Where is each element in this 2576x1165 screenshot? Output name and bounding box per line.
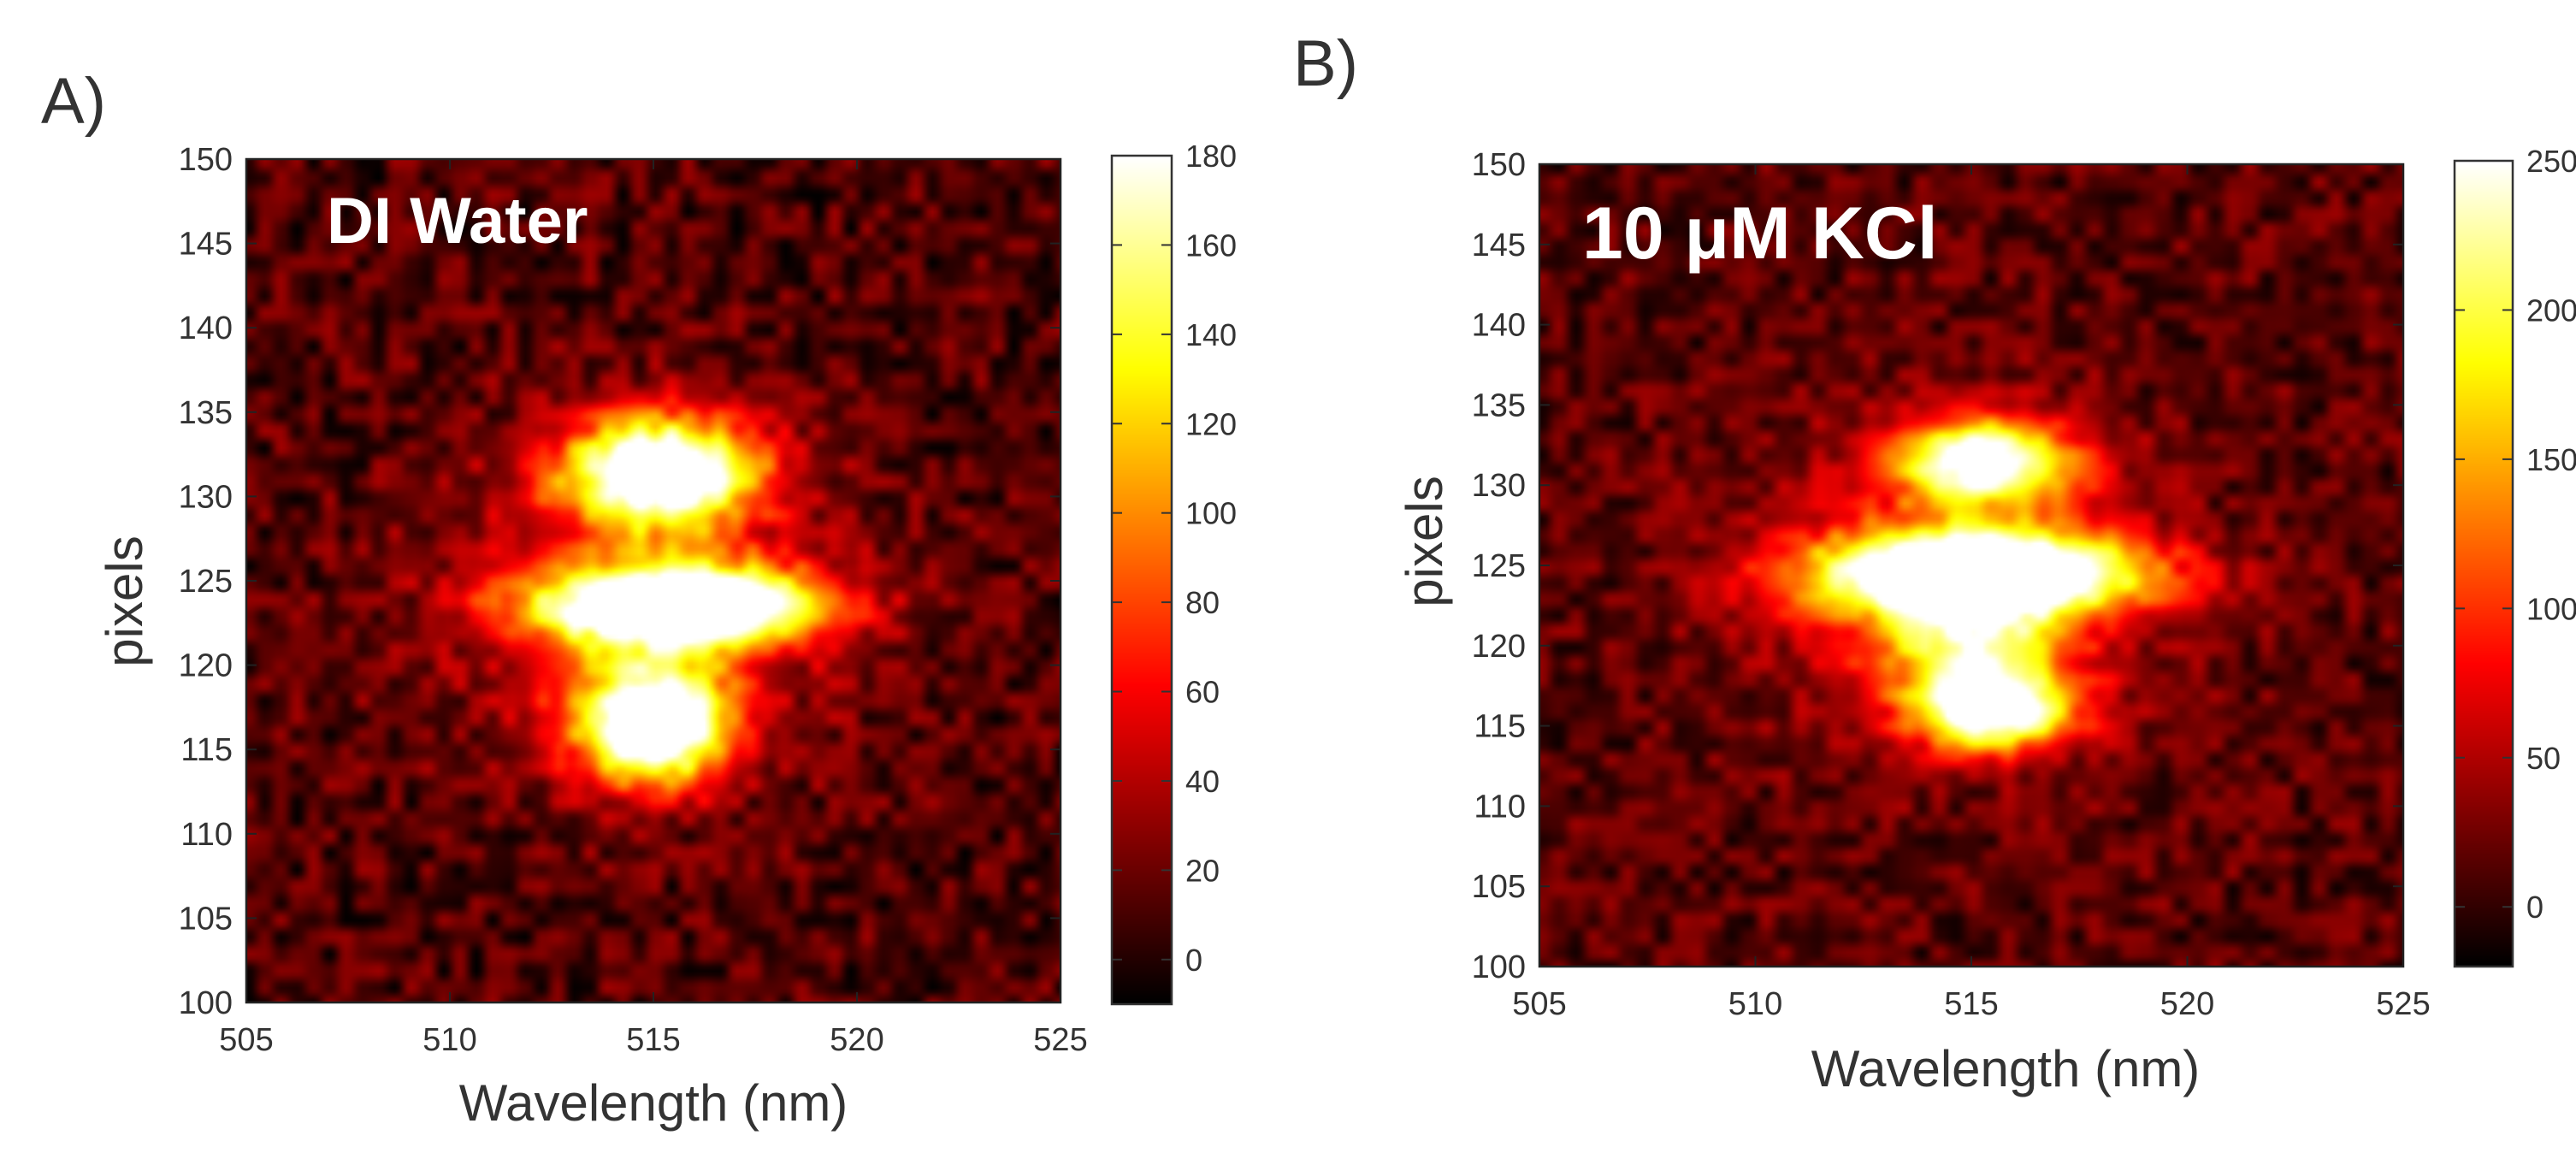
colorbar-tick-label: 140: [1185, 317, 1237, 352]
panel-b-y-axis-label: pixels: [1396, 476, 1453, 606]
y-tick-label: 130: [1472, 468, 1526, 504]
panel-a-y-axis-label: pixels: [96, 535, 153, 666]
x-tick-label: 520: [2160, 986, 2214, 1022]
y-tick-label: 115: [1474, 709, 1526, 745]
y-tick-label: 140: [1472, 308, 1526, 344]
panel-a-x-axis-label: Wavelength (nm): [459, 1074, 848, 1132]
colorbar-tick-label: 40: [1185, 764, 1220, 799]
colorbar-tick-label: 60: [1185, 675, 1220, 710]
x-tick-label: 515: [1944, 986, 1998, 1022]
panel-b-heatmap: [1539, 164, 2403, 967]
panel-b-label: B): [1293, 27, 1358, 100]
colorbar-tick-label: 100: [1185, 496, 1237, 531]
colorbar-tick-label: 0: [2526, 890, 2544, 925]
panel-a-annotation: DI Water: [327, 185, 588, 257]
x-tick-label: 515: [626, 1022, 680, 1058]
colorbar-tick-label: 250: [2526, 144, 2576, 179]
y-tick-label: 145: [1472, 228, 1526, 263]
panel-a-axes: 505 510 515 520 525 100 105 110 115 120 125 130 135 1…: [179, 142, 1088, 1058]
colorbar-tick-label: 20: [1185, 853, 1220, 888]
panel-b-axes: 505 510 515 520 525 100 105 110 115 120 125 130 135 1…: [1472, 147, 2431, 1022]
panel-b-annotation: 10 μM KCl: [1582, 192, 1938, 275]
panel-a-label: A): [41, 65, 106, 138]
panel-b-colorbar-frame: [2453, 159, 2514, 968]
y-tick-label: 145: [179, 227, 233, 263]
x-tick-label: 510: [1728, 986, 1782, 1022]
colorbar-tick-label: 150: [2526, 442, 2576, 477]
y-tick-label: 125: [179, 564, 233, 600]
y-tick-label: 115: [180, 732, 233, 768]
y-tick-label: 130: [179, 479, 233, 515]
colorbar-tick-label: 180: [1185, 139, 1237, 174]
x-tick-label: 525: [2376, 986, 2430, 1022]
y-tick-label: 110: [1474, 789, 1526, 825]
x-tick-label: 510: [422, 1022, 476, 1058]
y-tick-label: 100: [179, 985, 233, 1021]
x-tick-label: 505: [219, 1022, 273, 1058]
panel-b-colorbar-ticks: 0 50 100 150 200 250: [2455, 144, 2576, 925]
colorbar-tick-label: 80: [1185, 585, 1220, 620]
colorbar-tick-label: 50: [2526, 741, 2561, 776]
y-tick-label: 150: [179, 142, 233, 178]
panel-a: A) 505 510 515 520 525 100 105 110 115 120 125 130 1…: [41, 65, 1237, 1132]
y-tick-label: 105: [179, 901, 233, 937]
panel-a-colorbar-ticks: 0 20 40 60 80 100 120 140 160 180: [1112, 139, 1237, 978]
panel-a-colorbar-frame: [1110, 154, 1173, 1006]
colorbar-tick-label: 0: [1185, 943, 1202, 978]
y-tick-label: 100: [1472, 949, 1526, 985]
y-tick-label: 120: [1472, 629, 1526, 665]
y-tick-label: 135: [1472, 387, 1526, 423]
panel-a-heatmap: [246, 159, 1061, 1002]
y-tick-label: 125: [1472, 548, 1526, 584]
y-tick-label: 150: [1472, 147, 1526, 183]
y-tick-label: 135: [179, 395, 233, 431]
y-tick-label: 105: [1472, 869, 1526, 905]
colorbar-tick-label: 100: [2526, 591, 2576, 626]
colorbar-tick-label: 160: [1185, 228, 1237, 263]
y-tick-label: 140: [179, 310, 233, 346]
panel-b: B) 505 510 515 520 525 100 105 110 115 120 125 130 1…: [1293, 27, 2576, 1097]
x-tick-label: 520: [830, 1022, 883, 1058]
colorbar-tick-label: 120: [1185, 406, 1237, 441]
y-tick-label: 110: [180, 817, 233, 853]
panel-a-colorbar: [1112, 156, 1172, 1004]
x-tick-label: 505: [1512, 986, 1566, 1022]
panel-b-x-axis-label: Wavelength (nm): [1811, 1040, 2201, 1097]
y-tick-label: 120: [179, 648, 233, 684]
x-tick-label: 525: [1033, 1022, 1087, 1058]
panel-b-colorbar: [2455, 161, 2513, 967]
colorbar-tick-label: 200: [2526, 293, 2576, 328]
